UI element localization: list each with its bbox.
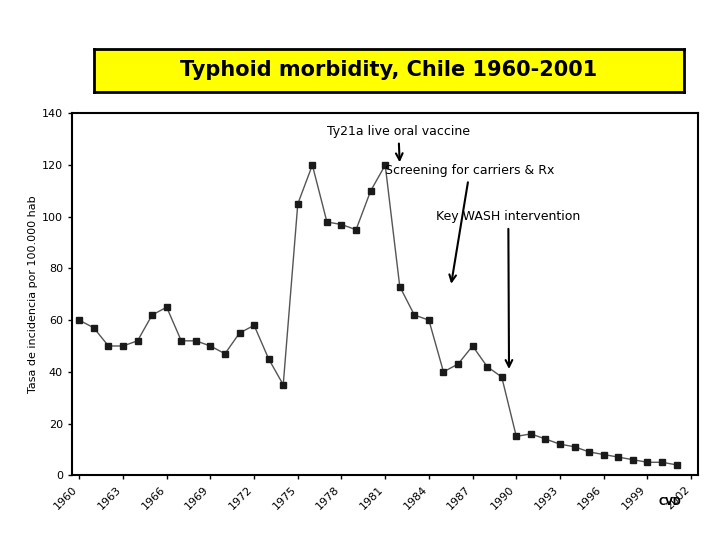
Text: CVD: CVD	[658, 497, 681, 507]
Text: Ty21a live oral vaccine: Ty21a live oral vaccine	[327, 125, 470, 160]
Text: Typhoid morbidity, Chile 1960-2001: Typhoid morbidity, Chile 1960-2001	[180, 60, 598, 80]
Text: Screening for carriers & Rx: Screening for carriers & Rx	[385, 164, 554, 281]
Text: Key WASH intervention: Key WASH intervention	[436, 210, 580, 367]
Y-axis label: Tasa de incidencia por 100.000 hab: Tasa de incidencia por 100.000 hab	[27, 195, 37, 393]
